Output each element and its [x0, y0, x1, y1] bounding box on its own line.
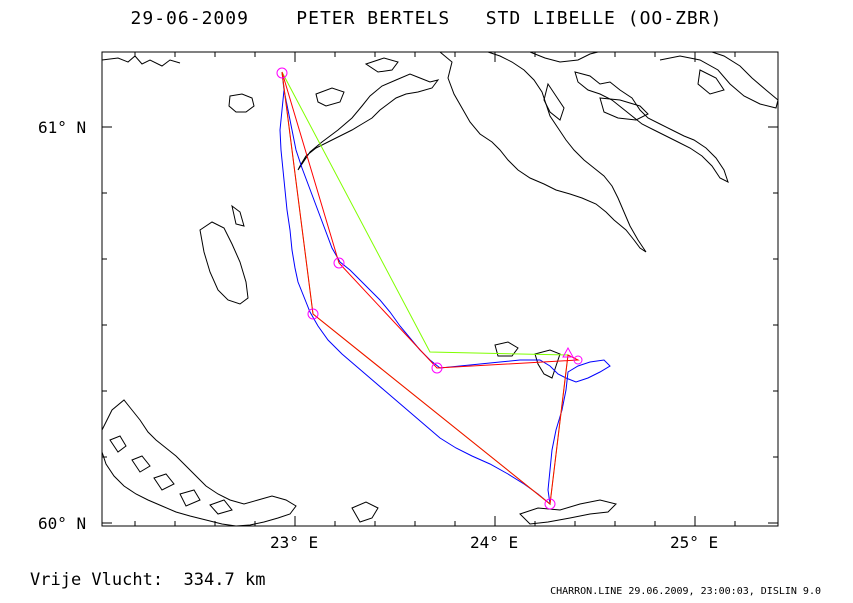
turnpoint-5	[573, 355, 583, 365]
plot-credit: CHARRON.LINE 29.06.2009, 23:00:03, DISLI…	[550, 586, 821, 597]
coastlines	[101, 51, 779, 527]
pilot-name: PETER BERTELS	[296, 8, 451, 29]
flight-track	[279, 71, 611, 506]
turnpoint-2	[431, 362, 443, 374]
lon-label-24: 24° E	[470, 533, 518, 552]
distance-summary: Vrije Vlucht: 334.7 km	[30, 570, 265, 590]
distance-value: 334.7 km	[183, 570, 266, 590]
lon-label-25: 25° E	[670, 533, 718, 552]
map-title: 29-06-2009 PETER BERTELS STD LIBELLE (OO…	[0, 8, 853, 29]
turnpoint-start	[276, 67, 288, 79]
lat-label-60: 60° N	[38, 514, 86, 533]
turnpoints	[276, 67, 583, 510]
glider-name: STD LIBELLE (OO-ZBR)	[485, 8, 723, 29]
distance-label: Vrije Vlucht:	[30, 570, 164, 590]
turnpoint-4	[544, 498, 556, 510]
lat-label-61: 61° N	[38, 118, 86, 137]
lon-label-23: 23° E	[270, 533, 318, 552]
map-frame	[101, 51, 779, 527]
flight-date: 29-06-2009	[130, 8, 249, 29]
axis-ticks	[102, 52, 778, 526]
finish-marker	[562, 346, 574, 358]
declared-route	[281, 71, 569, 505]
optimized-route	[281, 71, 580, 505]
turnpoint-1	[333, 257, 345, 269]
turnpoint-3	[307, 308, 319, 320]
